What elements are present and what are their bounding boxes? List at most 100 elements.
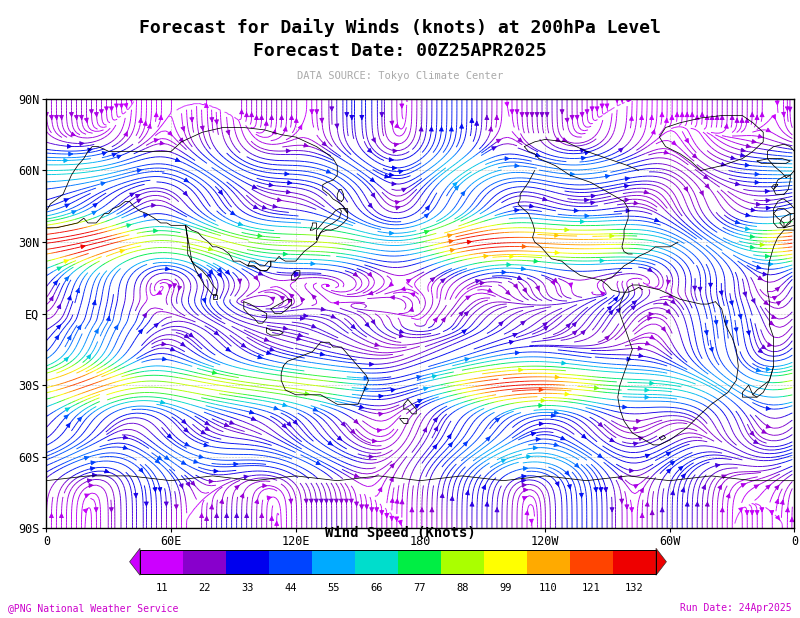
FancyArrowPatch shape [515,109,519,114]
FancyArrowPatch shape [194,460,198,464]
FancyArrowPatch shape [750,112,754,117]
FancyArrowPatch shape [321,307,326,311]
FancyArrowPatch shape [205,517,209,520]
FancyArrowPatch shape [220,499,223,504]
FancyArrowPatch shape [662,327,666,331]
Text: 55: 55 [327,583,340,593]
FancyArrowPatch shape [184,334,189,338]
FancyArrowPatch shape [515,351,519,355]
FancyArrowPatch shape [762,345,766,349]
FancyArrowPatch shape [80,142,84,146]
FancyArrowPatch shape [189,333,193,337]
FancyArrowPatch shape [174,505,178,509]
FancyArrowPatch shape [542,197,547,201]
FancyArrowPatch shape [627,357,631,361]
FancyArrowPatch shape [354,502,358,506]
FancyArrowPatch shape [630,116,634,121]
FancyArrowPatch shape [164,502,168,506]
FancyArrowPatch shape [740,119,744,122]
FancyArrowPatch shape [267,496,271,500]
FancyArrowPatch shape [218,190,222,195]
FancyArrowPatch shape [754,440,758,443]
FancyArrowPatch shape [126,224,131,227]
FancyArrowPatch shape [474,121,478,125]
FancyArrowPatch shape [270,297,274,301]
FancyArrowPatch shape [705,331,708,335]
FancyArrowPatch shape [226,270,230,274]
FancyArrowPatch shape [138,119,142,122]
FancyArrowPatch shape [625,505,629,509]
FancyArrowPatch shape [721,163,726,166]
FancyArrowPatch shape [393,166,396,170]
FancyArrowPatch shape [518,368,522,372]
FancyArrowPatch shape [638,353,643,357]
FancyArrowPatch shape [640,488,643,493]
FancyArrowPatch shape [390,498,394,502]
FancyArrowPatch shape [365,505,369,509]
FancyArrowPatch shape [746,227,750,231]
FancyArrowPatch shape [153,488,157,492]
FancyArrowPatch shape [77,325,81,329]
FancyArrowPatch shape [254,116,258,119]
FancyArrowPatch shape [574,209,578,213]
Text: 77: 77 [414,583,426,593]
FancyArrowPatch shape [69,152,73,156]
FancyArrowPatch shape [610,438,614,442]
FancyArrowPatch shape [666,280,670,284]
FancyArrowPatch shape [650,335,654,339]
FancyArrowPatch shape [178,286,182,290]
FancyArrowPatch shape [255,499,258,504]
FancyArrowPatch shape [394,124,399,128]
FancyArrowPatch shape [282,424,286,428]
FancyArrowPatch shape [510,255,514,258]
FancyArrowPatch shape [250,410,254,414]
FancyArrowPatch shape [264,121,268,125]
FancyArrowPatch shape [745,510,749,515]
FancyArrowPatch shape [430,508,434,512]
FancyArrowPatch shape [389,282,394,286]
FancyArrowPatch shape [144,214,148,218]
FancyArrowPatch shape [453,182,457,187]
FancyArrowPatch shape [488,289,492,292]
FancyArrowPatch shape [461,192,465,196]
FancyArrowPatch shape [786,107,790,111]
FancyArrowPatch shape [520,112,524,117]
FancyArrowPatch shape [391,388,395,392]
FancyArrowPatch shape [730,116,734,119]
FancyArrowPatch shape [87,479,91,483]
FancyArrowPatch shape [134,493,138,497]
FancyArrowPatch shape [420,508,424,512]
FancyArrowPatch shape [91,461,95,465]
FancyArrowPatch shape [464,311,468,316]
FancyArrowPatch shape [506,290,510,295]
FancyArrowPatch shape [360,505,363,509]
FancyArrowPatch shape [430,277,434,282]
FancyArrowPatch shape [167,434,171,438]
FancyArrowPatch shape [158,456,162,460]
FancyArrowPatch shape [600,104,604,108]
Text: 66: 66 [370,583,382,593]
FancyArrowPatch shape [251,417,256,420]
FancyArrowPatch shape [622,405,626,409]
FancyArrowPatch shape [72,211,76,214]
FancyArrowPatch shape [124,103,128,108]
FancyArrowPatch shape [725,124,728,129]
FancyArrowPatch shape [665,119,669,122]
FancyArrowPatch shape [601,292,605,296]
FancyArrowPatch shape [434,318,438,322]
FancyArrowPatch shape [106,316,110,321]
FancyArrowPatch shape [311,324,316,328]
FancyArrowPatch shape [240,110,243,114]
FancyArrowPatch shape [766,407,770,410]
FancyArrowPatch shape [319,499,323,503]
FancyArrowPatch shape [760,243,764,247]
FancyArrowPatch shape [686,502,689,506]
FancyArrowPatch shape [606,174,610,178]
FancyArrowPatch shape [93,473,97,477]
FancyArrowPatch shape [330,499,334,503]
FancyArrowPatch shape [758,135,762,138]
FancyArrowPatch shape [263,484,266,488]
FancyArrowPatch shape [65,277,69,281]
FancyArrowPatch shape [495,418,499,422]
FancyArrowPatch shape [102,151,106,155]
